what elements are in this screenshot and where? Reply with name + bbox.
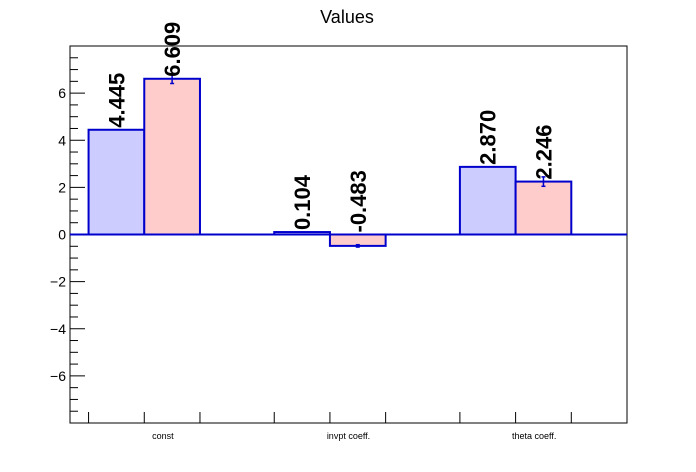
y-tick-label: 4: [58, 132, 66, 148]
bar-value-label: 2.870: [476, 110, 501, 165]
bar: [514, 180, 573, 236]
bar: [458, 165, 517, 236]
bar: [143, 77, 201, 236]
y-tick-label: −4: [50, 321, 66, 337]
bar-value-label: -0.483: [346, 170, 371, 232]
chart-title: Values: [320, 7, 374, 27]
x-category-label: theta coeff.: [512, 431, 556, 441]
bar-value-label: 6.609: [160, 22, 185, 77]
labels: 4.445 0.104 2.870 6.609 -0.483 2.246: [104, 22, 556, 233]
y-tick-label: 2: [58, 179, 66, 195]
bar-value-label: 0.104: [290, 174, 315, 230]
axes: −6 −4 −2 0 2 4 6 const invpt coeff. theta coeff.: [50, 57, 572, 441]
bar-value-label: 4.445: [104, 73, 129, 128]
y-tick-label: −2: [50, 274, 66, 290]
x-category-label: const: [152, 431, 174, 441]
bars: [70, 73, 627, 248]
y-tick-label: −6: [50, 368, 66, 384]
y-tick-label: 0: [58, 227, 66, 243]
bar: [87, 128, 146, 236]
x-category-label: invpt coeff.: [327, 431, 370, 441]
y-tick-label: 6: [58, 85, 66, 101]
bar-value-label: 2.246: [531, 125, 556, 180]
